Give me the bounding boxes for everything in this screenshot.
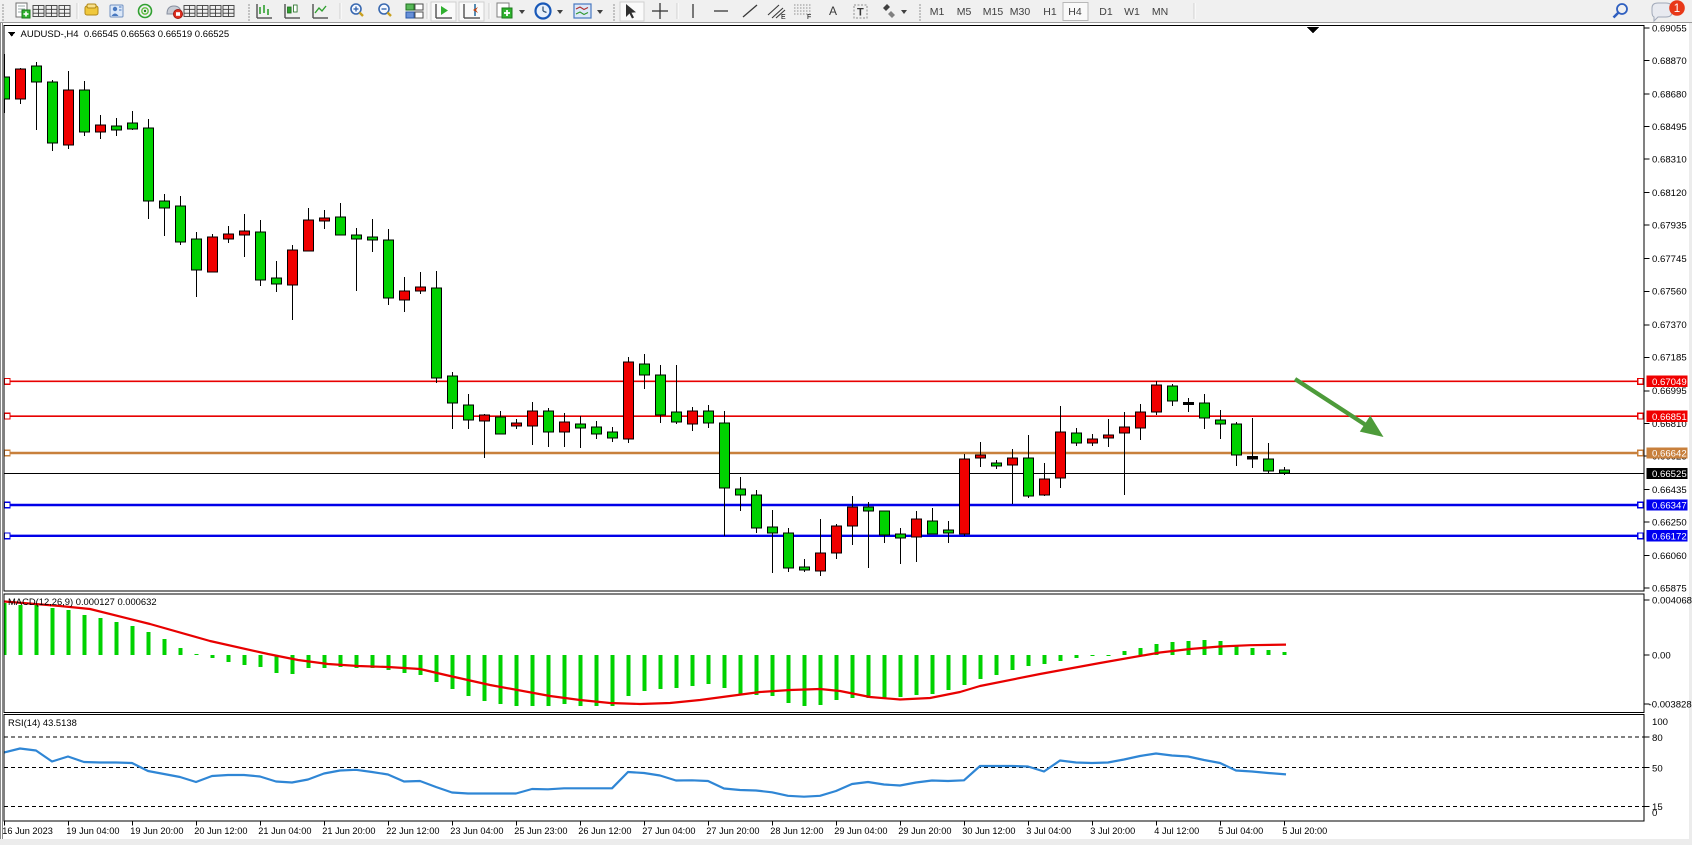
svg-text:0.68495: 0.68495 (1652, 122, 1687, 133)
svg-text:50: 50 (1652, 764, 1663, 775)
svg-text:0.66642: 0.66642 (1652, 449, 1687, 460)
svg-text:A: A (829, 4, 837, 18)
svg-text:0.65875: 0.65875 (1652, 584, 1687, 595)
svg-text:H1: H1 (1043, 6, 1057, 18)
svg-text:0.66525: 0.66525 (1652, 469, 1687, 480)
svg-text:0.68120: 0.68120 (1652, 188, 1687, 199)
svg-text:F: F (807, 14, 811, 21)
svg-text:M30: M30 (1010, 6, 1031, 18)
svg-text:4 Jul 12:00: 4 Jul 12:00 (1154, 826, 1199, 836)
svg-text:0.004068: 0.004068 (1652, 596, 1692, 607)
svg-text:80: 80 (1652, 733, 1663, 744)
svg-text:21 Jun 20:00: 21 Jun 20:00 (322, 826, 375, 836)
svg-text:AUDUSD-,H4 0.66545 0.66563 0.: AUDUSD-,H4 0.66545 0.66563 0.66519 0.665… (21, 29, 230, 40)
svg-text:M15: M15 (983, 6, 1004, 18)
svg-text:29 Jun 04:00: 29 Jun 04:00 (834, 826, 887, 836)
svg-text:26 Jun 12:00: 26 Jun 12:00 (578, 826, 631, 836)
svg-text:0.67185: 0.67185 (1652, 353, 1687, 364)
svg-text:27 Jun 20:00: 27 Jun 20:00 (706, 826, 759, 836)
svg-text:3 Jul 20:00: 3 Jul 20:00 (1090, 826, 1135, 836)
svg-text:15: 15 (1652, 802, 1663, 813)
svg-text:MN: MN (1152, 6, 1168, 18)
svg-text:23 Jun 04:00: 23 Jun 04:00 (450, 826, 503, 836)
svg-text:0.66810: 0.66810 (1652, 419, 1687, 430)
svg-text:16 Jun 2023: 16 Jun 2023 (2, 826, 53, 836)
svg-text:0.67049: 0.67049 (1652, 377, 1687, 388)
svg-text:0.68310: 0.68310 (1652, 155, 1687, 166)
svg-text:W1: W1 (1124, 6, 1140, 18)
svg-text:28 Jun 12:00: 28 Jun 12:00 (770, 826, 823, 836)
svg-text:0.68870: 0.68870 (1652, 56, 1687, 67)
svg-text:RSI(14) 43.5138: RSI(14) 43.5138 (8, 717, 77, 728)
svg-text:0.67370: 0.67370 (1652, 320, 1687, 331)
svg-text:0.66435: 0.66435 (1652, 485, 1687, 496)
svg-text:0.66250: 0.66250 (1652, 518, 1687, 529)
svg-text:3 Jul 04:00: 3 Jul 04:00 (1026, 826, 1071, 836)
svg-text:0.69055: 0.69055 (1652, 23, 1687, 34)
svg-text:MACD(12,26,9) 0.000127 0.00063: MACD(12,26,9) 0.000127 0.000632 (8, 596, 157, 607)
svg-text:0.66995: 0.66995 (1652, 386, 1687, 397)
svg-text:0.68680: 0.68680 (1652, 89, 1687, 100)
svg-text:0.66060: 0.66060 (1652, 551, 1687, 562)
svg-text:0.67745: 0.67745 (1652, 254, 1687, 265)
svg-text:T: T (857, 7, 864, 19)
svg-text:M1: M1 (930, 6, 945, 18)
svg-text:19 Jun 04:00: 19 Jun 04:00 (66, 826, 119, 836)
svg-text:30 Jun 12:00: 30 Jun 12:00 (962, 826, 1015, 836)
svg-text:0.67935: 0.67935 (1652, 221, 1687, 232)
svg-text:H4: H4 (1068, 6, 1082, 18)
svg-text:1: 1 (1674, 3, 1680, 15)
svg-text:29 Jun 20:00: 29 Jun 20:00 (898, 826, 951, 836)
svg-text:0.66851: 0.66851 (1652, 412, 1687, 423)
svg-text:0.66172: 0.66172 (1652, 531, 1687, 542)
svg-text:D1: D1 (1099, 6, 1113, 18)
svg-text:5 Jul 20:00: 5 Jul 20:00 (1282, 826, 1327, 836)
svg-text:0.00: 0.00 (1652, 650, 1671, 661)
svg-text:25 Jun 23:00: 25 Jun 23:00 (514, 826, 567, 836)
svg-text:5 Jul 04:00: 5 Jul 04:00 (1218, 826, 1263, 836)
svg-text:22 Jun 12:00: 22 Jun 12:00 (386, 826, 439, 836)
svg-text:0: 0 (1652, 808, 1657, 819)
svg-text:19 Jun 20:00: 19 Jun 20:00 (130, 826, 183, 836)
svg-text:0.66347: 0.66347 (1652, 501, 1687, 512)
svg-text:0.67560: 0.67560 (1652, 287, 1687, 298)
svg-text:-0.003828: -0.003828 (1649, 700, 1692, 711)
svg-text:100: 100 (1652, 717, 1668, 728)
svg-text:E: E (781, 14, 786, 21)
svg-text:27 Jun 04:00: 27 Jun 04:00 (642, 826, 695, 836)
svg-text:20 Jun 12:00: 20 Jun 12:00 (194, 826, 247, 836)
svg-text:M5: M5 (957, 6, 972, 18)
svg-text:21 Jun 04:00: 21 Jun 04:00 (258, 826, 311, 836)
